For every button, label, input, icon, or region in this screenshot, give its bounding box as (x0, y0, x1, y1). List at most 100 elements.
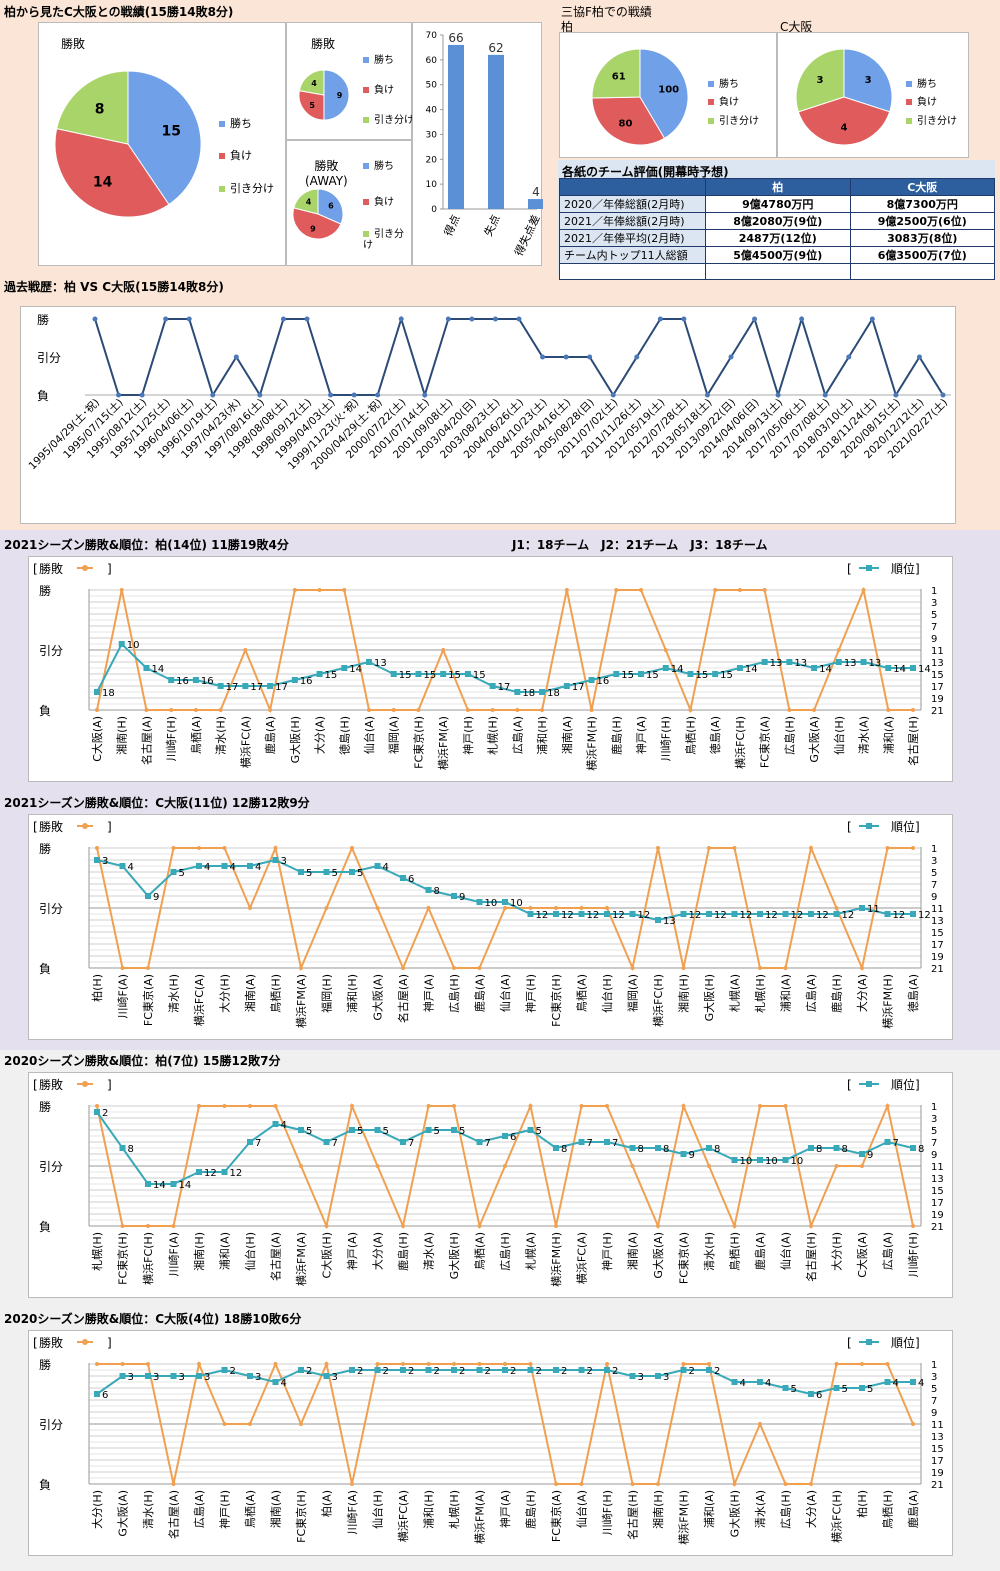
result-point (783, 1482, 788, 1486)
rank-point (221, 1367, 228, 1373)
rank-point (731, 1157, 738, 1163)
sankyo-pie-panel-kashiwa: 100 80 61 勝ち 負け 引き分け (559, 32, 777, 158)
y-tick-label: 60 (426, 56, 438, 66)
result-point (477, 966, 482, 970)
result-point (324, 1224, 329, 1228)
result-point (273, 1104, 278, 1108)
rank-value-label: 2 (714, 1366, 720, 1377)
rank-point (786, 659, 793, 665)
pie-slice-loss (591, 96, 666, 146)
result-point (589, 708, 594, 712)
rank-point (578, 1139, 585, 1145)
legend-result: [ (33, 820, 38, 834)
category-label: 鳥栖(A) (243, 1490, 257, 1528)
pie-total: 15 14 8 (54, 70, 202, 218)
result-line (96, 586, 913, 714)
result-point (350, 1482, 354, 1486)
result-point (836, 648, 841, 652)
rank-value-label: 4 (893, 1378, 899, 1389)
evaluation-header-cosaka: C大阪 (849, 178, 995, 196)
result-point (292, 588, 297, 592)
result-point (197, 1362, 201, 1366)
point (163, 316, 169, 322)
rank-axis-label: 11 (931, 904, 944, 915)
rank-value-label: 13 (770, 658, 783, 669)
rank-value-label: 15 (646, 670, 659, 681)
legend-result: [ (33, 562, 38, 576)
rank-point (145, 1373, 151, 1379)
rank-value-label: 7 (587, 1138, 593, 1149)
rank-axis-label: 13 (931, 916, 944, 927)
category-label: 鹿島(H) (609, 716, 623, 755)
rank-value-label: 12 (204, 1168, 217, 1179)
category-label: C大阪(H) (320, 1232, 334, 1279)
pie-slice-draw (293, 188, 319, 215)
category-label: 札幌(H) (90, 1232, 104, 1271)
rank-point (316, 671, 323, 677)
category-label: 神戸(H) (600, 1232, 614, 1271)
rank-value-label: 14 (151, 664, 164, 675)
rank-point (323, 1139, 330, 1145)
result-point (391, 708, 396, 712)
y-label: 引分 (37, 351, 61, 365)
result-point (401, 1224, 405, 1228)
rank-point (731, 1379, 738, 1385)
pie-slice-loss (298, 90, 325, 121)
result-point (426, 1362, 431, 1366)
pie-label-loss: 9 (310, 224, 316, 233)
rank-value-label: 14 (671, 664, 684, 675)
result-point (146, 1224, 150, 1228)
point (233, 354, 239, 360)
rank-axis-label: 5 (931, 1384, 937, 1395)
category-label: 大分(A) (371, 1232, 385, 1270)
legend-rank-marker (866, 565, 872, 571)
rank-point (884, 1139, 891, 1145)
rank-value-label: 12 (561, 910, 574, 921)
rank-point (808, 1145, 814, 1151)
category-label: 湘南(H) (115, 716, 129, 755)
series-line (94, 315, 944, 399)
category-label: 鹿島(H) (524, 1490, 538, 1529)
result-axis-label: 負 (39, 704, 51, 718)
legend-result-marker (82, 1339, 88, 1345)
pie-sankyo-cosaka: 3 4 3 (795, 48, 893, 146)
point (186, 316, 192, 322)
rank-value-label: 6 (102, 1390, 108, 1401)
rank-point (736, 665, 743, 671)
category-label: 川崎F(H) (164, 716, 178, 761)
result-point (885, 846, 890, 850)
rank-axis-label: 21 (931, 1222, 944, 1233)
pie-total-title: 勝敗 (61, 37, 86, 51)
category-label: FC東京(A) (758, 716, 772, 768)
result-point (248, 906, 252, 910)
category-label: G大阪(H) (447, 1232, 461, 1279)
rank-value-label: 2 (536, 1366, 542, 1377)
rank-axis-label: 17 (931, 940, 944, 951)
rank-point (687, 671, 694, 677)
rank-value-label: 10 (127, 640, 140, 651)
bar (448, 44, 464, 209)
result-point (95, 846, 99, 850)
pie-label-win: 3 (865, 75, 872, 86)
rank-value-label: 5 (383, 1126, 389, 1137)
rank-point (170, 1373, 177, 1379)
rank-value-label: 8 (638, 1144, 644, 1155)
result-point (758, 966, 762, 970)
point (445, 316, 451, 322)
rank-point (731, 911, 738, 917)
bar (488, 54, 504, 209)
category-label: 清水(A) (754, 1490, 767, 1528)
rank-point (170, 1181, 177, 1187)
category-label: FC東京(A) (549, 1490, 563, 1542)
result-point (490, 708, 495, 712)
rank-value-label: 7 (612, 1138, 618, 1149)
legend-rank-label: 順位] (891, 561, 920, 576)
rank-value-label: 12 (587, 910, 600, 921)
rank-value-label: 14 (349, 664, 362, 675)
pie-label-win: 15 (162, 124, 181, 140)
result-point (503, 1164, 507, 1168)
rank-axis-label: 13 (931, 1174, 944, 1185)
result-point (477, 1362, 482, 1366)
rank-point (662, 665, 669, 671)
category-label: 横浜FC(A) (238, 716, 252, 768)
